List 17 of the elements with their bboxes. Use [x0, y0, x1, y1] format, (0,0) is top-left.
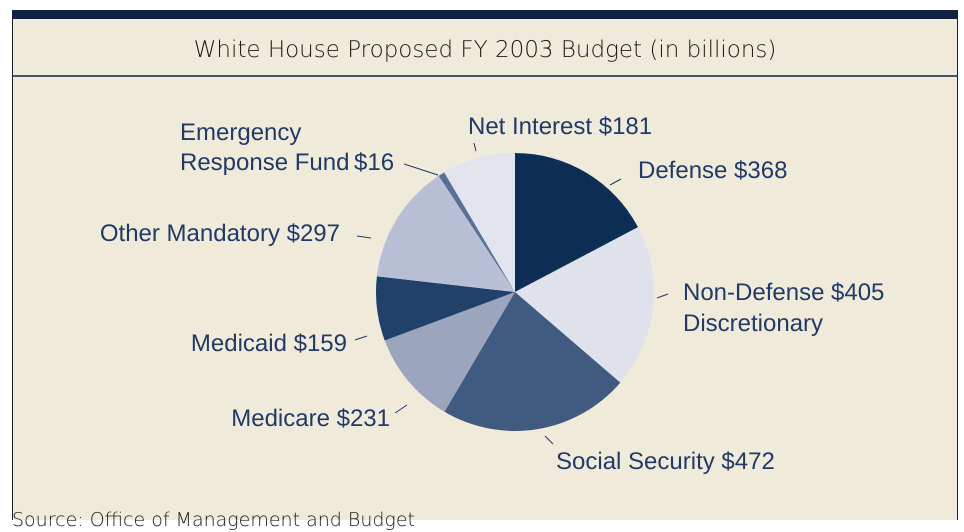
pie-slice [438, 172, 515, 292]
slice-label: Non-Defense Discretionary [683, 279, 832, 337]
slice-label: Emergency Response Fund [180, 119, 350, 176]
slice-label: Net Interest $181 [468, 113, 652, 140]
data-label: $16 [354, 149, 394, 176]
slice-label: Medicare $231 [231, 405, 390, 432]
pie-slice [444, 292, 620, 431]
slice-label: Defense $368 [638, 157, 788, 184]
data-label: $405 [831, 279, 884, 306]
pie-slice [515, 153, 638, 292]
slice-label: Other Mandatory $297 [100, 220, 340, 247]
pie-slice [376, 276, 515, 340]
slice-label: Social Security $472 [556, 448, 775, 475]
slice-label: Medicaid $159 [190, 330, 347, 357]
pie-slice [376, 176, 515, 292]
chart-title: White House Proposed FY 2003 Budget (in billions) [194, 37, 776, 63]
source-note: Source: Office of Management and Budget [12, 509, 415, 531]
